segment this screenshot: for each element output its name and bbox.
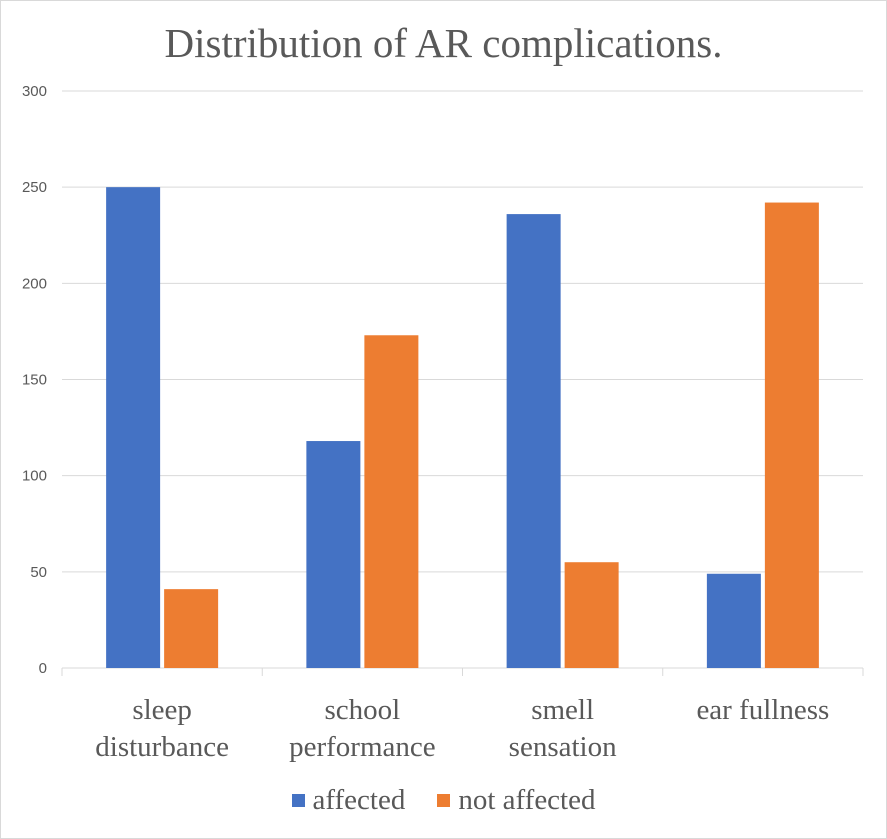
- bar-affected-2: [506, 214, 561, 669]
- x-category-label: sensation: [509, 731, 617, 763]
- y-tick-label: 200: [22, 275, 47, 292]
- x-category-label: ear fullness: [696, 694, 829, 726]
- legend-entry: affected: [291, 784, 406, 817]
- bar-not-affected-0: [164, 589, 219, 668]
- y-tick-label: 150: [22, 372, 47, 389]
- y-tick-label: 250: [22, 179, 47, 196]
- x-category-label: sleep: [132, 694, 192, 726]
- y-tick-label: 0: [39, 660, 47, 677]
- bar-affected-0: [106, 187, 161, 668]
- x-category-label: smell: [531, 694, 594, 726]
- bar-affected-3: [706, 573, 761, 668]
- x-category-label: school: [325, 694, 401, 726]
- legend-swatch: [291, 794, 305, 807]
- bar-not-affected-3: [764, 202, 819, 668]
- legend: affected not affected: [1, 784, 886, 817]
- chart-title: Distribution of AR complications.: [164, 20, 723, 66]
- x-category-label: disturbance: [95, 731, 229, 763]
- y-tick-label: 50: [30, 564, 47, 581]
- legend-label: not affected: [458, 784, 596, 816]
- bar-affected-1: [306, 441, 361, 668]
- bar-not-affected-1: [364, 335, 419, 668]
- bar-not-affected-2: [564, 562, 619, 668]
- y-tick-label: 300: [22, 83, 47, 100]
- y-tick-label: 100: [22, 468, 47, 485]
- legend-label: affected: [312, 784, 406, 816]
- legend-swatch: [437, 794, 451, 807]
- legend-entry: not affected: [437, 784, 596, 817]
- x-category-label: performance: [289, 731, 436, 763]
